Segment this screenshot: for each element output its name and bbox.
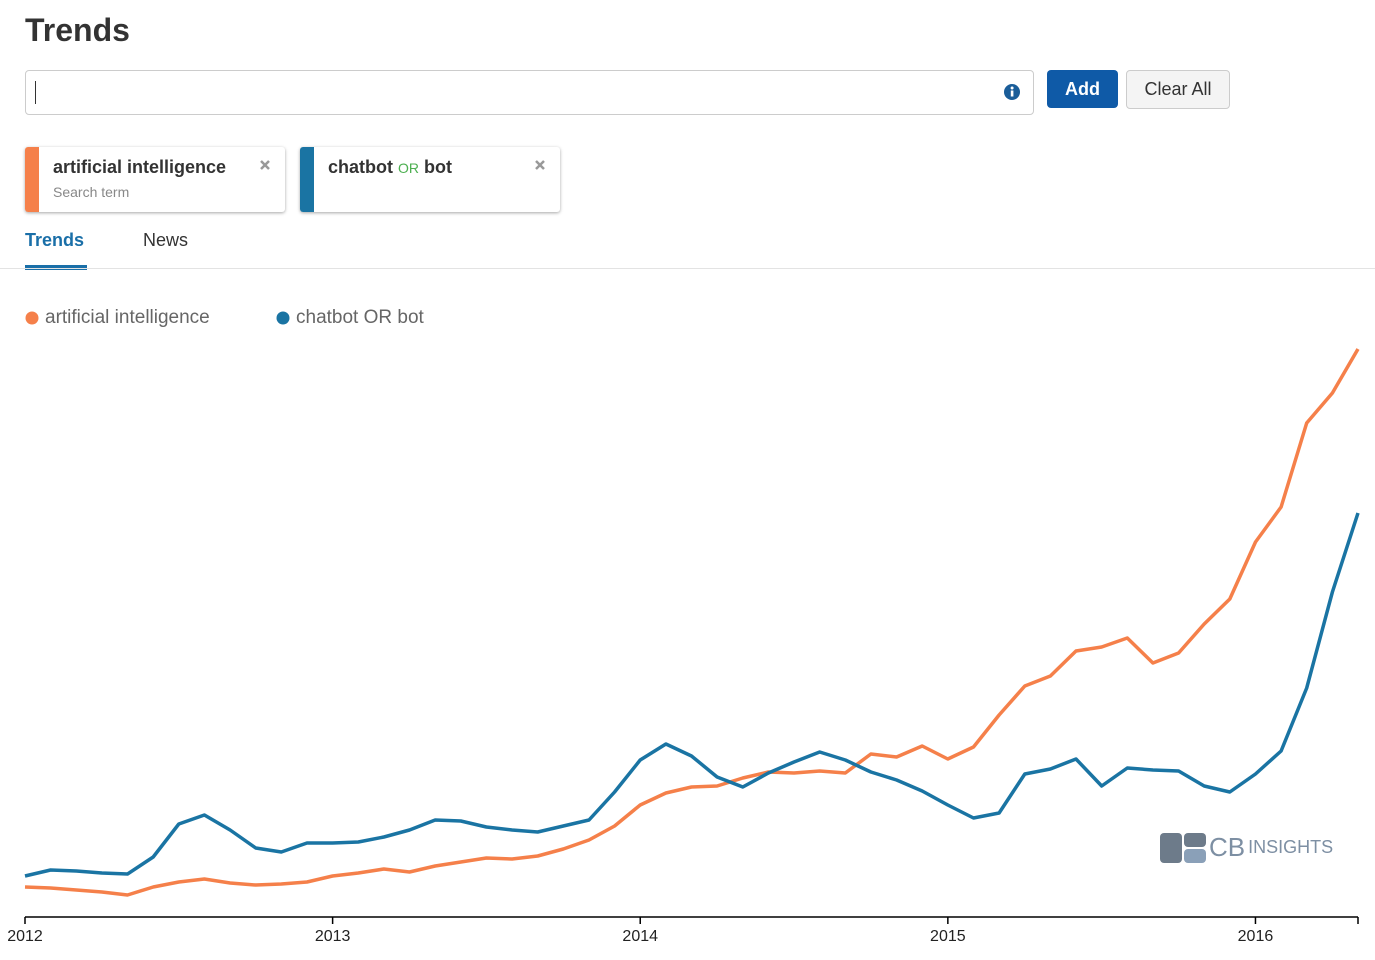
series-line bbox=[24, 512, 1360, 878]
search-chip[interactable]: chatbot OR bot bbox=[300, 147, 560, 212]
search-input[interactable] bbox=[25, 70, 1034, 115]
caret bbox=[35, 81, 36, 104]
term: chatbot bbox=[328, 157, 393, 177]
info-icon[interactable] bbox=[1003, 83, 1021, 101]
x-tick-label: 2013 bbox=[315, 928, 351, 945]
series-line bbox=[24, 348, 1360, 897]
logo bbox=[1160, 832, 1206, 863]
x-tick-label: 2014 bbox=[622, 928, 658, 945]
legend-swatch bbox=[25, 311, 39, 325]
chip-color bbox=[300, 147, 314, 212]
page-title: Trends bbox=[25, 12, 130, 48]
brand: CB bbox=[1209, 832, 1246, 862]
x-tick-label: 2016 bbox=[1238, 928, 1274, 945]
search-chip[interactable]: artificial intelligence Search term bbox=[25, 147, 285, 212]
chip-remove[interactable] bbox=[259, 159, 271, 171]
x-tick-label: 2012 bbox=[7, 928, 43, 945]
watermark: CB INSIGHTS bbox=[1160, 832, 1333, 863]
clear-button[interactable]: Clear All bbox=[1126, 70, 1230, 109]
chip-label: artificial intelligence bbox=[53, 157, 227, 177]
operator: OR bbox=[398, 160, 420, 176]
tab[interactable]: News bbox=[143, 230, 189, 250]
chip-color bbox=[25, 147, 39, 212]
divider bbox=[0, 268, 1375, 269]
chip-sublabel: Search term bbox=[53, 184, 130, 200]
legend-label: chatbot OR bot bbox=[296, 307, 425, 328]
add-button[interactable]: Add bbox=[1047, 70, 1118, 108]
legend-swatch bbox=[276, 311, 290, 325]
brand-suffix: INSIGHTS bbox=[1248, 837, 1334, 857]
tab-active[interactable]: Trends bbox=[25, 230, 85, 250]
legend-label: artificial intelligence bbox=[45, 307, 210, 328]
term: bot bbox=[424, 157, 453, 177]
x-tick-label: 2015 bbox=[930, 928, 966, 945]
tab-indicator bbox=[25, 265, 87, 270]
chip-remove[interactable] bbox=[534, 159, 546, 171]
chip-label: chatbot OR bot bbox=[328, 157, 452, 178]
